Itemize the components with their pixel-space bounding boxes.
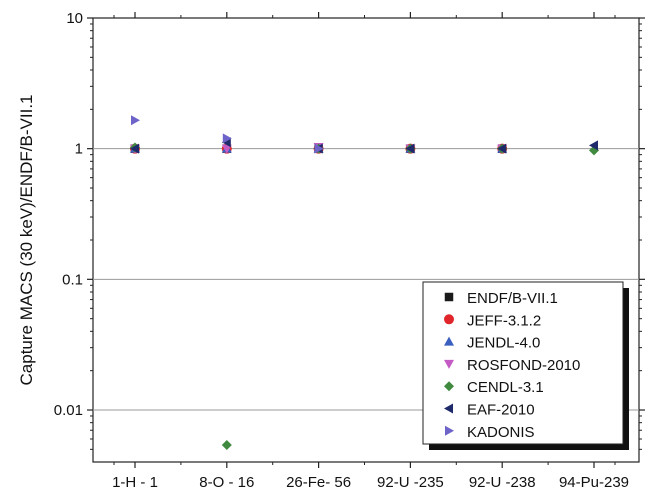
y-axis-label: Capture MACS (30 keV)/ENDF/B-VII.1 (17, 95, 36, 386)
data-point (131, 115, 140, 126)
y-tick-label: 1 (75, 141, 83, 158)
legend-marker (444, 403, 453, 414)
data-point (405, 143, 415, 154)
x-axis: 1-H - 1 8-O - 16 26-Fe- 56 92-U -235 92-U -2… (112, 12, 629, 491)
legend-label: ROSFOND-2010 (467, 357, 580, 374)
x-tick-label: 26-Fe- 56 (286, 474, 351, 491)
y-axis: 0.01 0.1 1 10 (54, 10, 645, 450)
legend: ENDF/B-VII.1 JEFF-3.1.2 JENDL-4.0 ROSFOND-2… (422, 281, 629, 450)
legend-label: ENDF/B-VII.1 (467, 290, 558, 307)
legend-label: JEFF-3.1.2 (467, 312, 541, 329)
legend-marker (444, 359, 454, 369)
x-tick-label: 8-O - 16 (199, 474, 254, 491)
y-tick-label: 0.1 (62, 271, 83, 288)
legend-label: KADONIS (467, 424, 535, 441)
series-kadonis (131, 115, 324, 154)
data-point (222, 133, 232, 144)
x-tick-label: 92-U -235 (377, 474, 444, 491)
legend-marker (444, 292, 454, 302)
legend-marker (445, 425, 454, 436)
y-tick-label: 10 (66, 10, 83, 27)
data-point (589, 140, 598, 151)
legend-label: EAF-2010 (467, 402, 535, 419)
data-point (314, 143, 324, 154)
legend-marker (444, 314, 454, 325)
legend-box (422, 281, 624, 445)
x-tick-label: 94-Pu-239 (559, 474, 629, 491)
legend-label: CENDL-3.1 (467, 379, 544, 396)
data-points (130, 115, 599, 450)
x-tick-label: 92-U -238 (469, 474, 536, 491)
legend-label: JENDL-4.0 (467, 335, 540, 352)
data-point (221, 439, 232, 450)
legend-marker (444, 381, 454, 392)
x-tick-label: 1-H - 1 (112, 474, 158, 491)
data-point (221, 144, 232, 154)
y-tick-label: 0.01 (54, 402, 83, 419)
data-point (497, 143, 507, 154)
legend-marker (444, 336, 454, 346)
data-point (130, 143, 139, 154)
